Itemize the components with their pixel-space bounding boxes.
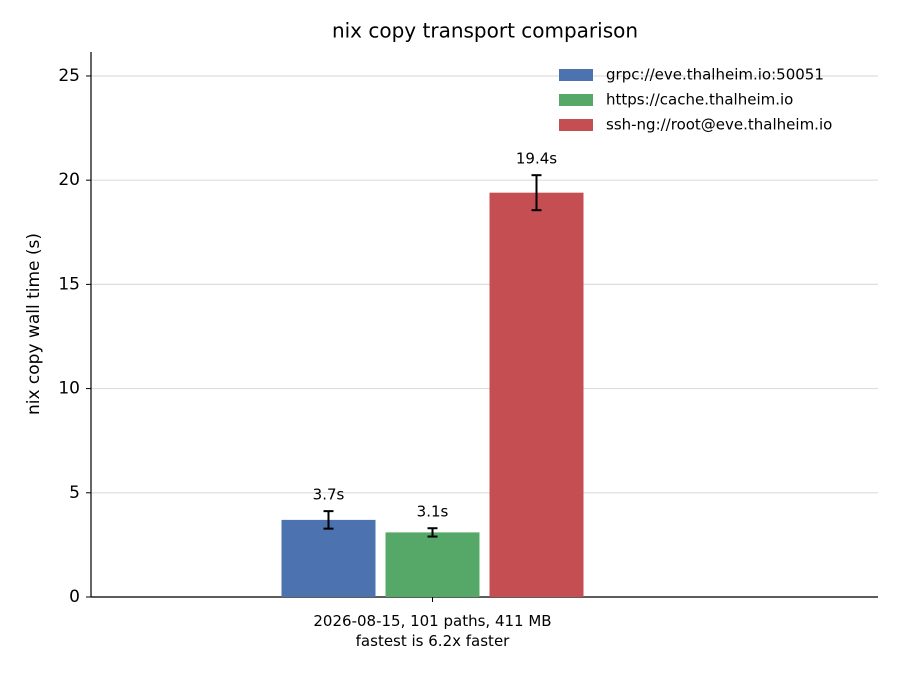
value-label: 3.7s [313,486,345,504]
legend-swatch [559,69,593,81]
error-bar [531,174,542,212]
bar [489,192,584,597]
value-label: 3.1s [417,503,449,521]
y-tick-label: 0 [69,587,80,607]
error-bar [323,510,334,530]
bar [385,532,480,597]
y-tick-label: 5 [69,483,80,503]
y-tick-label: 10 [58,379,80,399]
legend-label: https://cache.thalheim.io [606,91,793,109]
legend-swatch [559,119,593,131]
legend-label: grpc://eve.thalheim.io:50051 [606,66,824,84]
chart-title: nix copy transport comparison [332,19,638,43]
y-tick-label: 15 [58,274,80,294]
error-bar [427,527,438,538]
legend-swatch [559,94,593,106]
legend-label: ssh-ng://root@eve.thalheim.io [606,116,832,134]
y-tick-label: 20 [58,170,80,190]
y-axis-label: nix copy wall time (s) [24,233,44,415]
y-tick-label: 25 [58,66,80,86]
bar [281,519,376,597]
value-label: 19.4s [516,150,557,168]
x-tick-label: 2026-08-15, 101 paths, 411 MB fastest is… [313,612,552,650]
